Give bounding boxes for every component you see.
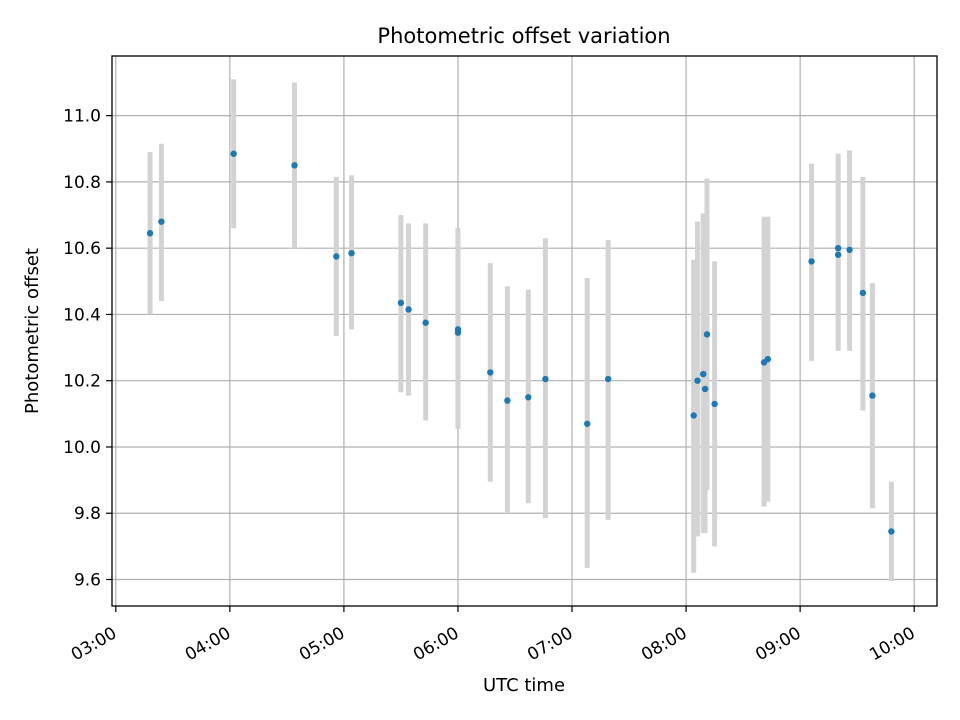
data-point bbox=[291, 162, 298, 169]
data-point bbox=[764, 355, 772, 363]
grid-layer bbox=[112, 56, 937, 606]
data-point bbox=[604, 375, 612, 383]
data-point bbox=[487, 369, 494, 376]
chart-title: Photometric offset variation bbox=[377, 24, 670, 48]
data-point bbox=[869, 392, 876, 399]
y-axis-label: Photometric offset bbox=[22, 248, 43, 414]
data-point bbox=[422, 319, 429, 326]
y-tick-label: 10.4 bbox=[63, 305, 101, 325]
data-point bbox=[846, 246, 853, 254]
data-point bbox=[348, 249, 355, 257]
y-tick-label: 9.8 bbox=[74, 504, 101, 524]
data-point bbox=[711, 400, 718, 408]
data-point bbox=[859, 289, 867, 297]
y-tick-label: 10.0 bbox=[63, 438, 101, 458]
data-point bbox=[690, 412, 697, 419]
data-point bbox=[405, 306, 412, 313]
point-layer bbox=[146, 150, 895, 535]
data-point bbox=[525, 394, 532, 401]
data-point bbox=[397, 299, 405, 307]
data-point bbox=[454, 329, 462, 336]
data-point bbox=[584, 420, 591, 427]
data-point bbox=[542, 375, 549, 383]
y-tick-label: 10.2 bbox=[63, 372, 101, 392]
data-point bbox=[834, 251, 842, 258]
y-tick-label: 10.8 bbox=[63, 173, 101, 193]
y-tick-label: 9.6 bbox=[74, 570, 101, 590]
data-point bbox=[230, 150, 237, 157]
y-tick-label: 10.6 bbox=[63, 239, 101, 259]
data-point bbox=[808, 258, 815, 265]
data-point bbox=[703, 331, 711, 338]
data-point bbox=[888, 528, 895, 535]
data-point bbox=[333, 253, 340, 260]
data-point bbox=[701, 385, 709, 393]
data-point bbox=[504, 397, 511, 404]
y-tick-label: 11.0 bbox=[63, 107, 101, 127]
x-axis-label: UTC time bbox=[483, 675, 565, 696]
data-point bbox=[694, 377, 701, 384]
data-point bbox=[699, 370, 707, 378]
plot-frame bbox=[111, 55, 938, 607]
data-point bbox=[146, 230, 154, 237]
y-axis-ticks: 9.6 9.8 10.0 10.2 10.4 10.6 10.8 11.0 bbox=[63, 107, 112, 590]
data-point bbox=[834, 244, 842, 252]
data-point bbox=[158, 218, 165, 225]
